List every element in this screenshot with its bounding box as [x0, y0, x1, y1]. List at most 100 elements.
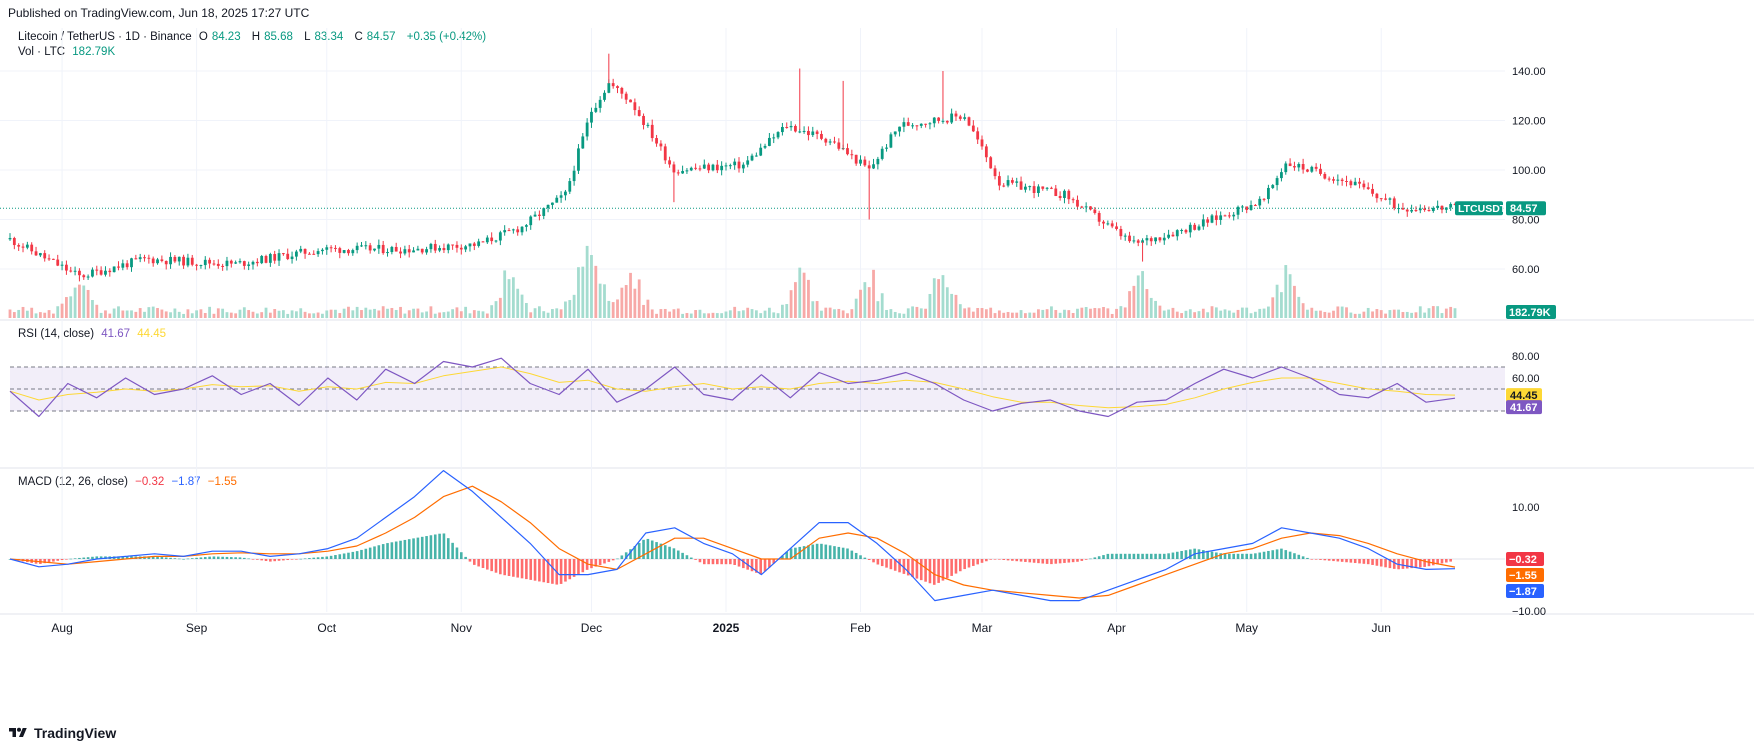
- macd-hist-bar: [1071, 559, 1075, 563]
- candle-body: [195, 264, 198, 266]
- volume-bar: [668, 311, 671, 318]
- candle-body: [872, 164, 875, 169]
- symbol-title[interactable]: Litecoin / TetherUS · 1D · Binance: [18, 31, 192, 43]
- macd-hist-bar: [1323, 559, 1327, 561]
- candle-body: [989, 157, 993, 169]
- macd-hist-bar: [412, 538, 415, 559]
- candle-body: [264, 255, 268, 263]
- macd-hist-bar: [60, 559, 64, 561]
- volume-bar: [1401, 312, 1405, 318]
- volume-title[interactable]: Vol · LTC: [18, 46, 66, 58]
- macd-hist-bar: [794, 547, 797, 559]
- candle-body: [1089, 206, 1092, 210]
- volume-bar: [733, 306, 737, 318]
- macd-hist-bar: [195, 557, 198, 559]
- volume-bar: [989, 307, 993, 318]
- macd-hist-bar: [919, 559, 923, 581]
- macd-hist-bar: [225, 556, 229, 559]
- candle-body: [130, 258, 133, 268]
- candle-body: [551, 202, 554, 205]
- candle-body: [655, 138, 658, 144]
- macd-hist-bar: [182, 558, 185, 560]
- candle-body: [494, 240, 498, 242]
- candle-body: [781, 126, 784, 133]
- macd-hist-bar: [1332, 559, 1335, 562]
- macd-hist-bar: [685, 555, 689, 559]
- macd-hist-bar: [464, 556, 467, 559]
- candle-body: [377, 244, 381, 249]
- macd-hist-bar: [889, 559, 893, 570]
- volume-bar: [134, 311, 138, 318]
- volume-bar: [1314, 310, 1318, 318]
- volume-bar: [112, 308, 116, 318]
- candle-body: [412, 250, 415, 253]
- macd-hist-bar: [208, 556, 211, 559]
- candle-body: [117, 266, 120, 268]
- volume-bar: [212, 313, 216, 318]
- candle-body: [611, 83, 615, 87]
- candle-body: [802, 130, 806, 132]
- volume-bar: [494, 301, 498, 318]
- candle-body: [507, 230, 511, 232]
- macd-hist-bar: [1336, 559, 1340, 562]
- macd-hist-bar: [967, 559, 971, 568]
- price-tick-label: 100.00: [1512, 165, 1546, 177]
- macd-hist-bar: [1388, 559, 1392, 569]
- macd-hist-bar: [1089, 558, 1092, 560]
- candle-body: [607, 83, 611, 93]
- macd-title[interactable]: MACD (12, 26, close): [18, 476, 128, 488]
- volume-bar: [524, 302, 528, 318]
- macd-hist-bar: [420, 536, 424, 559]
- footer-brand[interactable]: TradingView: [8, 725, 116, 741]
- candle-body: [1418, 208, 1422, 211]
- rsi-title[interactable]: RSI (14, close): [18, 328, 95, 340]
- volume-bar: [1024, 313, 1027, 318]
- volume-bar: [56, 306, 60, 318]
- macd-hist-bar: [1232, 553, 1235, 559]
- macd-hist-bar: [95, 556, 99, 559]
- volume-bar: [520, 294, 524, 318]
- macd-hist-bar: [1414, 559, 1418, 568]
- macd-hist-bar: [811, 544, 815, 559]
- close-label: C: [354, 31, 363, 43]
- volume-bar: [1097, 308, 1101, 318]
- macd-hist-bar: [1054, 559, 1058, 564]
- candle-body: [160, 259, 164, 261]
- volume-bar: [1028, 312, 1032, 318]
- candle-body: [846, 148, 849, 155]
- macd-hist-bar: [885, 559, 888, 568]
- volume-bar: [1336, 306, 1340, 318]
- candle-body: [772, 137, 776, 139]
- macd-hist-bar: [216, 556, 220, 559]
- volume-bar: [1054, 309, 1058, 318]
- volume-bar: [1245, 307, 1249, 318]
- candle-body: [1067, 190, 1071, 200]
- candle-body: [759, 147, 763, 156]
- volume-bar: [1102, 307, 1105, 318]
- candle-body: [767, 137, 771, 146]
- volume-bar: [347, 306, 350, 318]
- candle-body: [1158, 237, 1162, 241]
- macd-signal-badge-label: −1.55: [1509, 570, 1537, 582]
- volume-bar: [802, 272, 806, 318]
- macd-hist-bar: [850, 550, 854, 559]
- candle-body: [976, 131, 980, 140]
- macd-hist-bar: [750, 559, 754, 572]
- candle-body: [1371, 188, 1374, 194]
- candle-body: [1106, 223, 1110, 225]
- macd-hist-bar: [186, 558, 190, 560]
- macd-hist-bar: [1136, 553, 1140, 559]
- macd-hist-bar: [1245, 553, 1249, 559]
- macd-hist-bar: [1024, 559, 1027, 562]
- volume-bar: [1115, 308, 1118, 318]
- macd-hist-bar: [52, 559, 55, 562]
- candle-body: [121, 263, 125, 268]
- volume-bar: [1110, 313, 1114, 318]
- volume-bar: [464, 306, 468, 318]
- volume-bar: [429, 306, 433, 318]
- volume-bar: [1275, 284, 1279, 318]
- candle-body: [1102, 221, 1105, 224]
- candle-body: [967, 117, 971, 126]
- candle-body: [733, 161, 737, 166]
